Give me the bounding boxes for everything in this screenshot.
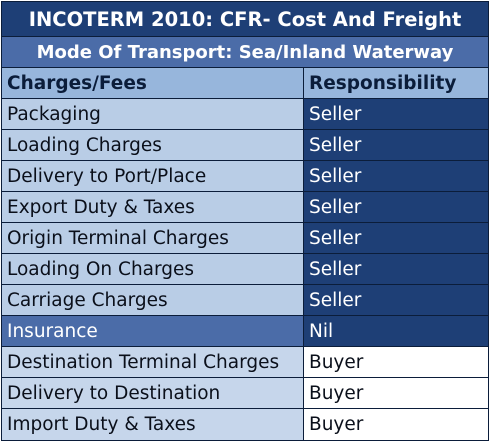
table-row: Insurance Nil bbox=[2, 316, 488, 347]
table-row: Delivery to Port/Place Seller bbox=[2, 161, 488, 192]
responsibility-cell: Seller bbox=[304, 130, 488, 161]
table-row: Export Duty & Taxes Seller bbox=[2, 192, 488, 223]
charge-cell: Export Duty & Taxes bbox=[2, 192, 304, 223]
charge-cell: Packaging bbox=[2, 99, 304, 130]
table-row: Packaging Seller bbox=[2, 99, 488, 130]
transport-mode: Mode Of Transport: Sea/Inland Waterway bbox=[36, 41, 454, 63]
transport-mode-row: Mode Of Transport: Sea/Inland Waterway bbox=[2, 37, 488, 68]
table-row: Loading On Charges Seller bbox=[2, 254, 488, 285]
charge-cell: Loading On Charges bbox=[2, 254, 304, 285]
table-row: Destination Terminal Charges Buyer bbox=[2, 347, 488, 378]
responsibility-cell: Seller bbox=[304, 223, 488, 254]
table-row: Delivery to Destination Buyer bbox=[2, 378, 488, 409]
table-title-row: INCOTERM 2010: CFR- Cost And Freight bbox=[2, 2, 488, 37]
table-row: Carriage Charges Seller bbox=[2, 285, 488, 316]
charge-cell: Origin Terminal Charges bbox=[2, 223, 304, 254]
charge-cell: Destination Terminal Charges bbox=[2, 347, 304, 378]
charge-cell: Insurance bbox=[2, 316, 304, 347]
table-row: Loading Charges Seller bbox=[2, 130, 488, 161]
charge-cell: Import Duty & Taxes bbox=[2, 409, 304, 440]
charge-cell: Delivery to Port/Place bbox=[2, 161, 304, 192]
responsibility-cell: Seller bbox=[304, 161, 488, 192]
column-header-row: Charges/Fees Responsibility bbox=[2, 68, 488, 99]
charge-cell: Delivery to Destination bbox=[2, 378, 304, 409]
table-row: Origin Terminal Charges Seller bbox=[2, 223, 488, 254]
table-row: Import Duty & Taxes Buyer bbox=[2, 409, 488, 440]
table-title: INCOTERM 2010: CFR- Cost And Freight bbox=[28, 7, 462, 31]
responsibility-cell: Buyer bbox=[304, 409, 488, 440]
charge-cell: Loading Charges bbox=[2, 130, 304, 161]
column-header-responsibility: Responsibility bbox=[304, 68, 488, 99]
responsibility-cell: Seller bbox=[304, 285, 488, 316]
column-header-charges: Charges/Fees bbox=[2, 68, 304, 99]
responsibility-cell: Nil bbox=[304, 316, 488, 347]
charge-cell: Carriage Charges bbox=[2, 285, 304, 316]
responsibility-cell: Seller bbox=[304, 254, 488, 285]
responsibility-cell: Buyer bbox=[304, 347, 488, 378]
responsibility-cell: Buyer bbox=[304, 378, 488, 409]
responsibility-cell: Seller bbox=[304, 192, 488, 223]
responsibility-cell: Seller bbox=[304, 99, 488, 130]
